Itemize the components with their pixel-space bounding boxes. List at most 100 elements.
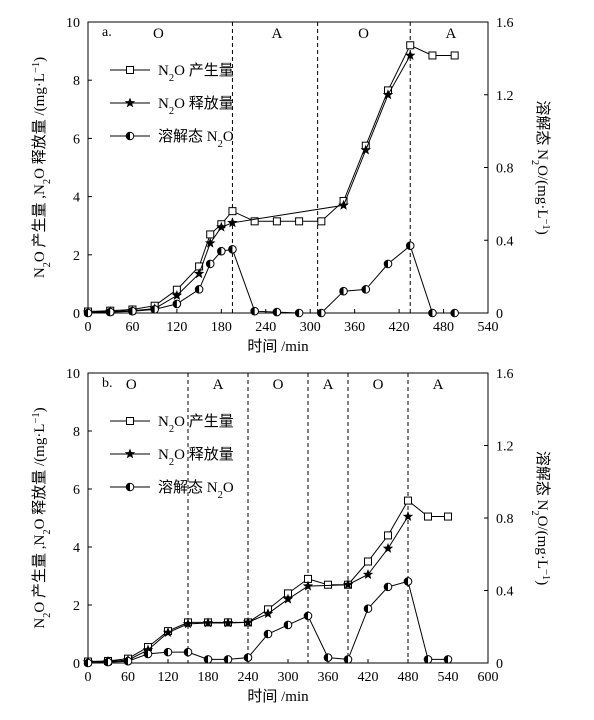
marker-fill [144,650,148,658]
marker-fill [126,483,130,491]
data-point [424,512,432,521]
phase-label: A [433,377,444,393]
marker-fill [195,285,200,294]
x-tick-label: 360 [318,670,339,685]
x-tick-label: 480 [398,670,419,685]
y-tick-label-left: 2 [73,599,80,614]
y-tick-label-left: 10 [66,16,80,31]
data-point [242,616,254,627]
y-axis-label-left: N2O 产生量 ,N2O 释放量 /(mg·L−1) [31,407,53,628]
y-tick-label-right: 1.6 [496,16,514,31]
marker-fill [124,657,128,665]
data-point [194,285,204,294]
legend-entry-label: N2O 产生量 [158,62,234,84]
x-tick-label: 360 [344,320,365,335]
phase-label: O [273,377,284,393]
data-point [405,241,415,251]
phase-label: A [271,26,282,42]
data-point [262,608,274,619]
data-point [228,207,237,216]
x-tick-label: 300 [300,320,321,335]
data-point [83,308,93,318]
series-line [87,244,455,314]
data-point [384,531,392,540]
y-tick-label-left: 0 [73,657,80,672]
data-point [250,217,259,226]
marker-fill [173,300,177,308]
data-point [183,647,193,657]
data-point [362,569,374,579]
data-point [450,308,459,318]
data-point [163,647,173,657]
data-point [150,305,159,314]
data-point [364,557,372,566]
data-point [143,649,153,659]
y-axis-label-left: N2O 产生量 ,N2O 释放量 /(mg·L−1) [31,57,53,278]
x-tick-label: 240 [238,670,259,685]
marker-fill [273,308,277,316]
marker-fill [444,655,448,664]
legend-entry-label: 溶解态 N2O [158,128,234,150]
marker-fill [84,659,88,667]
marker-fill [404,577,408,586]
x-tick-label: 60 [121,670,135,685]
y-tick-label-left: 10 [66,367,80,382]
data-point [282,593,294,604]
data-point [423,655,433,664]
data-point [404,496,412,505]
data-point [360,144,371,155]
marker-fill [424,655,428,664]
marker-fill [206,260,211,268]
y-tick-label-right: 0.8 [496,512,514,527]
data-point [383,582,393,592]
x-axis-label: 时间 /min [247,338,309,355]
data-point [382,89,394,100]
marker-fill [128,307,133,315]
x-tick-label: 120 [166,320,187,335]
data-point [382,543,394,553]
data-point [250,306,259,316]
marker-fill [406,241,411,250]
y-tick-label-left: 4 [73,191,80,206]
data-point [205,237,216,248]
marker-fill [324,653,328,662]
data-point [83,658,93,668]
marker-fill [164,648,168,656]
y-tick-label-right: 1.2 [496,440,514,455]
data-point [162,627,174,637]
series-line [87,55,411,313]
y-axis-label-right: 溶解态 N2O/(mg·L−1) [530,451,552,585]
marker-fill [106,308,111,316]
data-point [142,644,154,655]
y-tick-label-right: 0.4 [496,585,514,600]
marker-fill [344,655,348,664]
x-tick-label: 600 [478,670,499,685]
data-point [450,51,459,60]
series-half-circle [83,577,453,668]
legend-marker [126,417,134,425]
marker-fill [217,247,222,255]
marker-fill [364,604,368,613]
data-point [323,653,333,662]
x-tick-label: 540 [438,670,459,685]
marker-fill [228,245,233,254]
x-tick-label: 420 [358,670,379,685]
data-point [339,286,348,296]
data-point [123,656,133,666]
data-point [193,268,205,279]
y-tick-label-left: 4 [73,541,80,556]
marker-fill [104,658,108,666]
data-point [405,50,416,60]
legend-marker [124,97,136,108]
marker-fill [126,132,130,140]
series-star [82,50,416,317]
x-tick-label: 180 [198,670,219,685]
data-point [227,217,238,228]
data-point [428,308,437,318]
data-point [222,617,234,628]
marker-fill [204,655,208,664]
marker-fill [428,309,433,317]
data-point [317,308,326,318]
